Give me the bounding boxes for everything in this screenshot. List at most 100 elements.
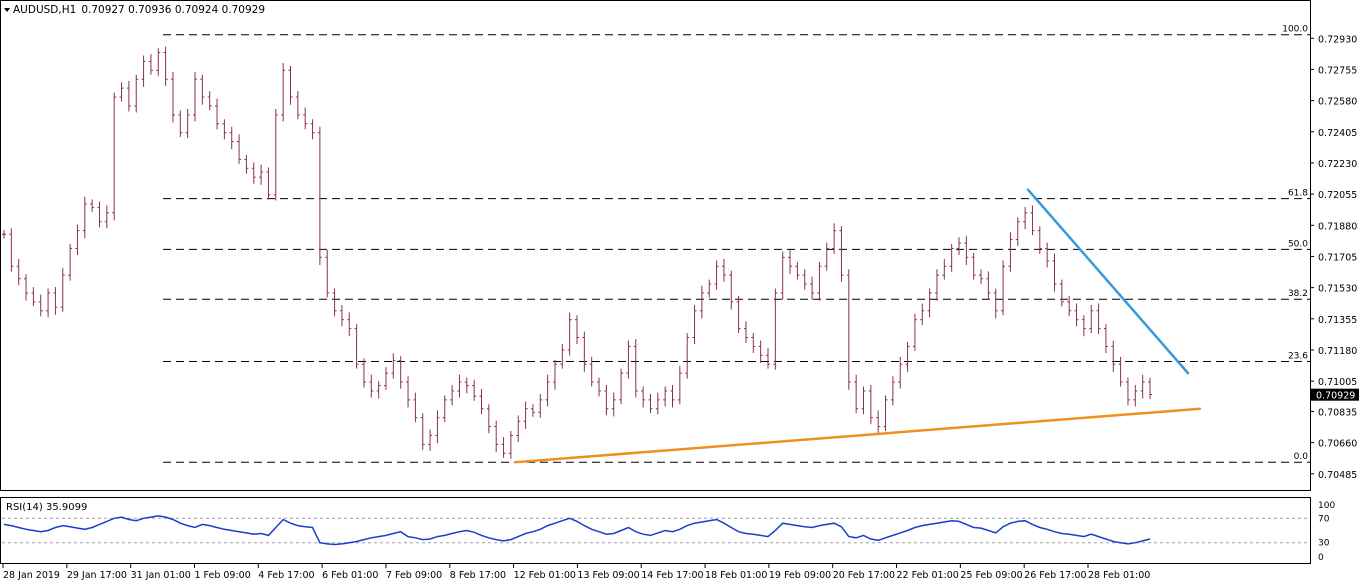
price-bar <box>523 401 528 429</box>
price-bar <box>494 420 499 453</box>
price-tick-label: 0.72580 <box>1318 97 1357 108</box>
price-tick-label: 0.72755 <box>1318 65 1357 76</box>
price-bar <box>633 339 638 398</box>
price-bar <box>545 374 550 407</box>
price-bar <box>479 388 484 415</box>
price-bar <box>743 321 748 344</box>
price-bar <box>281 63 286 122</box>
trendline-resistance[interactable] <box>1026 188 1190 375</box>
price-bar <box>611 392 616 417</box>
price-bar <box>156 48 161 76</box>
trendline-support[interactable] <box>514 407 1202 464</box>
price-bar <box>90 199 95 212</box>
price-bar <box>207 91 212 111</box>
price-bar <box>259 164 264 185</box>
price-bar <box>589 356 594 387</box>
price-bar <box>663 386 668 407</box>
price-bar <box>126 80 131 112</box>
price-bar <box>567 312 572 356</box>
time-tick-label: 28 Jan 2019 <box>3 570 60 581</box>
price-bar <box>361 358 366 388</box>
price-bar <box>685 333 690 379</box>
price-bar <box>1045 242 1050 268</box>
price-bar <box>1001 260 1006 316</box>
rsi-tick-label: 30 <box>1318 539 1330 549</box>
price-bar <box>435 410 440 444</box>
price-bar <box>501 437 506 458</box>
price-bar <box>861 386 866 415</box>
price-bar <box>1096 303 1101 335</box>
current-price-marker <box>1311 388 1359 401</box>
price-bar <box>266 167 271 200</box>
time-tick-label: 31 Jan 01:00 <box>131 570 191 581</box>
price-bar <box>714 260 719 290</box>
price-bar <box>979 269 984 285</box>
price-bar <box>773 288 778 370</box>
price-bar <box>839 226 844 282</box>
price-tick-label: 0.72230 <box>1318 159 1357 170</box>
rsi-title: RSI(14) 35.9099 <box>6 502 87 513</box>
price-bar <box>244 154 249 174</box>
price-tick-label: 0.71180 <box>1318 346 1357 357</box>
price-bar <box>890 376 895 406</box>
price-bar <box>148 54 153 75</box>
price-bar <box>339 304 344 327</box>
price-bar <box>817 261 822 301</box>
rsi-tick-label: 100 <box>1318 501 1335 511</box>
price-tick-label: 0.71355 <box>1318 315 1357 326</box>
time-tick-label: 20 Feb 17:00 <box>833 570 895 581</box>
price-bar <box>31 287 36 307</box>
price-bar <box>729 270 734 310</box>
price-bar <box>310 119 315 140</box>
time-tick-label: 7 Feb 09:00 <box>386 570 442 581</box>
price-bar <box>508 431 513 459</box>
price-bar <box>303 107 308 130</box>
main-pane-frame <box>0 0 1311 491</box>
price-tick-label: 0.72930 <box>1318 34 1357 45</box>
price-bar <box>215 98 220 130</box>
price-bar <box>692 304 697 345</box>
time-tick-label: 22 Feb 01:00 <box>897 570 959 581</box>
price-bar <box>810 276 815 300</box>
symbol-dropdown-icon[interactable] <box>4 8 10 12</box>
price-bar <box>957 237 961 256</box>
price-bar <box>905 341 910 372</box>
fibonacci-levels: 100.0 61.8 50.0 38.2 23.6 0.0 <box>163 25 1310 463</box>
time-tick-label: 14 Feb 17:00 <box>641 570 703 581</box>
price-bar <box>619 368 624 405</box>
price-bar <box>575 315 579 345</box>
price-bar <box>332 288 337 317</box>
price-bar <box>1008 232 1013 272</box>
price-bar <box>597 377 602 397</box>
price-bar <box>538 393 543 418</box>
price-bar <box>464 377 469 394</box>
price-bar <box>1089 304 1094 334</box>
price-bar <box>648 393 653 414</box>
price-bar <box>119 82 124 102</box>
time-tick-label: 25 Feb 09:00 <box>960 570 1022 581</box>
price-bar <box>1125 377 1130 406</box>
price-bar <box>251 162 256 184</box>
price-bar <box>134 74 139 113</box>
price-bar <box>369 374 374 398</box>
price-tick-label: 0.71705 <box>1318 252 1357 263</box>
price-bar <box>38 294 43 317</box>
price-bar <box>699 285 704 319</box>
price-bar <box>971 252 976 280</box>
fib-label-5: 0.0 <box>1294 452 1309 462</box>
price-bar <box>347 312 352 337</box>
price-bar <box>655 392 660 415</box>
price-bar <box>736 295 741 334</box>
price-bar <box>406 376 411 408</box>
time-tick-label: 1 Feb 09:00 <box>194 570 250 581</box>
price-bar <box>376 381 381 399</box>
time-tick-label: 19 Feb 09:00 <box>769 570 831 581</box>
time-tick-label: 6 Feb 01:00 <box>322 570 378 581</box>
price-bar <box>2 229 6 239</box>
price-series <box>2 46 1152 459</box>
price-bar <box>1023 206 1028 230</box>
price-bar <box>766 348 770 369</box>
price-bar <box>927 288 932 318</box>
price-bar <box>758 340 763 363</box>
